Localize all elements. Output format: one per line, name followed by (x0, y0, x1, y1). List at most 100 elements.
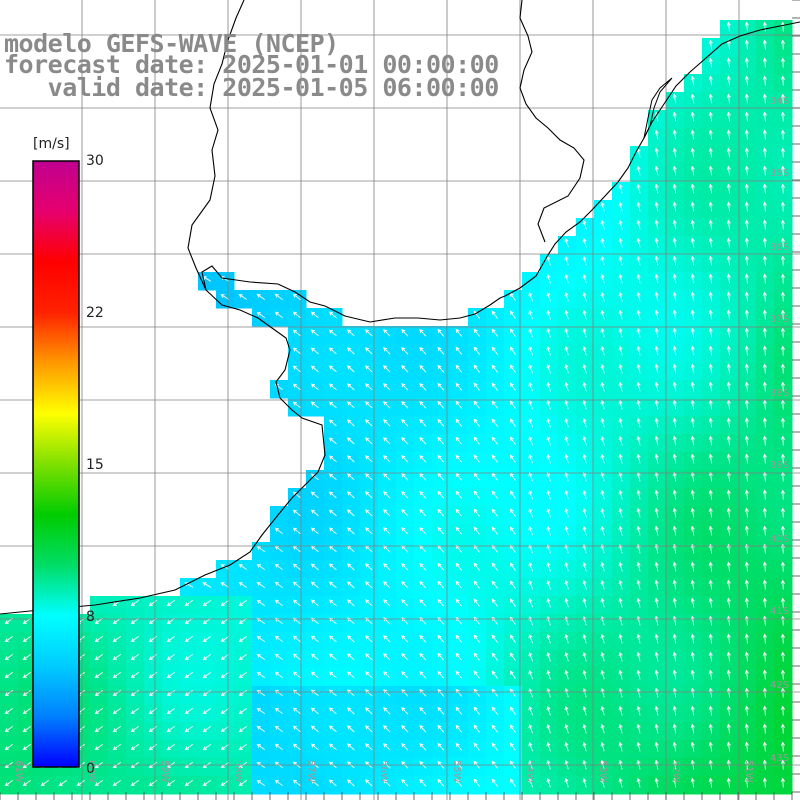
wind-arrow (347, 563, 355, 571)
field-cell (468, 560, 487, 579)
field-cell (396, 542, 415, 561)
field-cell (486, 560, 505, 579)
field-cell (522, 470, 541, 489)
wind-arrow (654, 399, 659, 410)
wind-arrow (166, 654, 175, 661)
wind-arrow (654, 669, 659, 680)
wind-arrow (546, 309, 551, 320)
wind-arrow (528, 381, 533, 392)
wind-arrow (166, 636, 175, 643)
field-cell (432, 776, 451, 795)
field-cell (486, 506, 505, 525)
wind-arrows (4, 21, 785, 788)
wind-arrow (708, 453, 713, 464)
wind-arrow (600, 669, 605, 680)
wind-arrow (546, 687, 551, 698)
wind-arrow (726, 93, 731, 104)
wind-arrow (455, 472, 463, 481)
wind-arrow (564, 309, 569, 320)
field-cell (198, 650, 217, 669)
wind-arrow (564, 399, 569, 410)
field-cell (324, 344, 343, 363)
wind-arrow (708, 579, 713, 590)
field-cell (540, 686, 559, 705)
wind-arrow (148, 690, 157, 697)
wind-arrow (256, 563, 265, 570)
wind-arrow (455, 346, 463, 355)
wind-arrow (564, 777, 569, 788)
field-cell (360, 704, 379, 723)
field-cell (540, 722, 559, 741)
wind-arrow (564, 435, 569, 446)
wind-arrow (762, 741, 767, 752)
wind-arrow (94, 726, 103, 733)
wind-arrow (708, 309, 713, 320)
coastline (0, 0, 800, 615)
field-cell (342, 416, 361, 435)
wind-arrow (491, 418, 499, 427)
wind-arrow (600, 219, 605, 230)
field-cell (468, 470, 487, 489)
colorbar-tick-22: 22 (86, 305, 104, 321)
wind-arrow (762, 489, 767, 500)
wind-arrow (636, 327, 641, 338)
wind-arrow (708, 75, 713, 86)
wind-arrow (618, 309, 623, 320)
field-cell (432, 542, 451, 561)
wind-arrow (726, 57, 731, 68)
wind-arrow (744, 165, 749, 176)
wind-arrow (292, 725, 301, 733)
field-cell (504, 506, 523, 525)
wind-arrow (166, 708, 175, 715)
wind-arrow (491, 436, 499, 445)
wind-arrow (130, 672, 139, 679)
wind-arrow (726, 39, 731, 50)
wind-arrow (654, 525, 659, 536)
field-cell (468, 344, 487, 363)
wind-arrow (220, 654, 229, 661)
wind-arrow (690, 669, 695, 680)
field-cell (270, 740, 289, 759)
field-cell (504, 704, 523, 723)
wind-arrow (166, 690, 175, 697)
wind-arrow (310, 401, 319, 409)
field-cell (288, 740, 307, 759)
wind-arrow (528, 435, 533, 446)
wind-arrow (509, 634, 516, 643)
wind-arrow (690, 237, 695, 248)
wind-arrow (708, 57, 713, 68)
field-cell (288, 380, 307, 399)
wind-arrow (636, 597, 641, 608)
wind-arrow (762, 705, 767, 716)
wind-arrow (94, 744, 103, 751)
field-cell (126, 650, 145, 669)
wind-arrow (708, 237, 713, 248)
wind-arrow (636, 237, 641, 248)
wind-arrow (274, 671, 283, 679)
wind-arrow (582, 309, 587, 320)
wind-arrow (726, 363, 731, 374)
wind-arrow (310, 743, 319, 751)
wind-arrow (690, 399, 695, 410)
field-cell (450, 668, 469, 687)
wind-arrow (328, 671, 337, 679)
field-cell (522, 524, 541, 543)
wind-arrow (726, 201, 731, 212)
field-cell (468, 380, 487, 399)
wind-arrow (528, 525, 533, 536)
wind-arrow (365, 671, 373, 679)
wind-arrow (347, 743, 355, 751)
field-cell (378, 668, 397, 687)
wind-arrow (238, 654, 247, 661)
wind-arrow (690, 309, 695, 320)
wind-arrow (347, 635, 355, 643)
wind-arrow (600, 741, 605, 752)
wind-arrow (401, 491, 409, 499)
wind-arrow (202, 582, 212, 588)
wind-arrow (365, 725, 373, 733)
field-cell (378, 452, 397, 471)
wind-arrow (347, 725, 355, 733)
wind-arrow (582, 597, 587, 608)
field-cell (396, 434, 415, 453)
